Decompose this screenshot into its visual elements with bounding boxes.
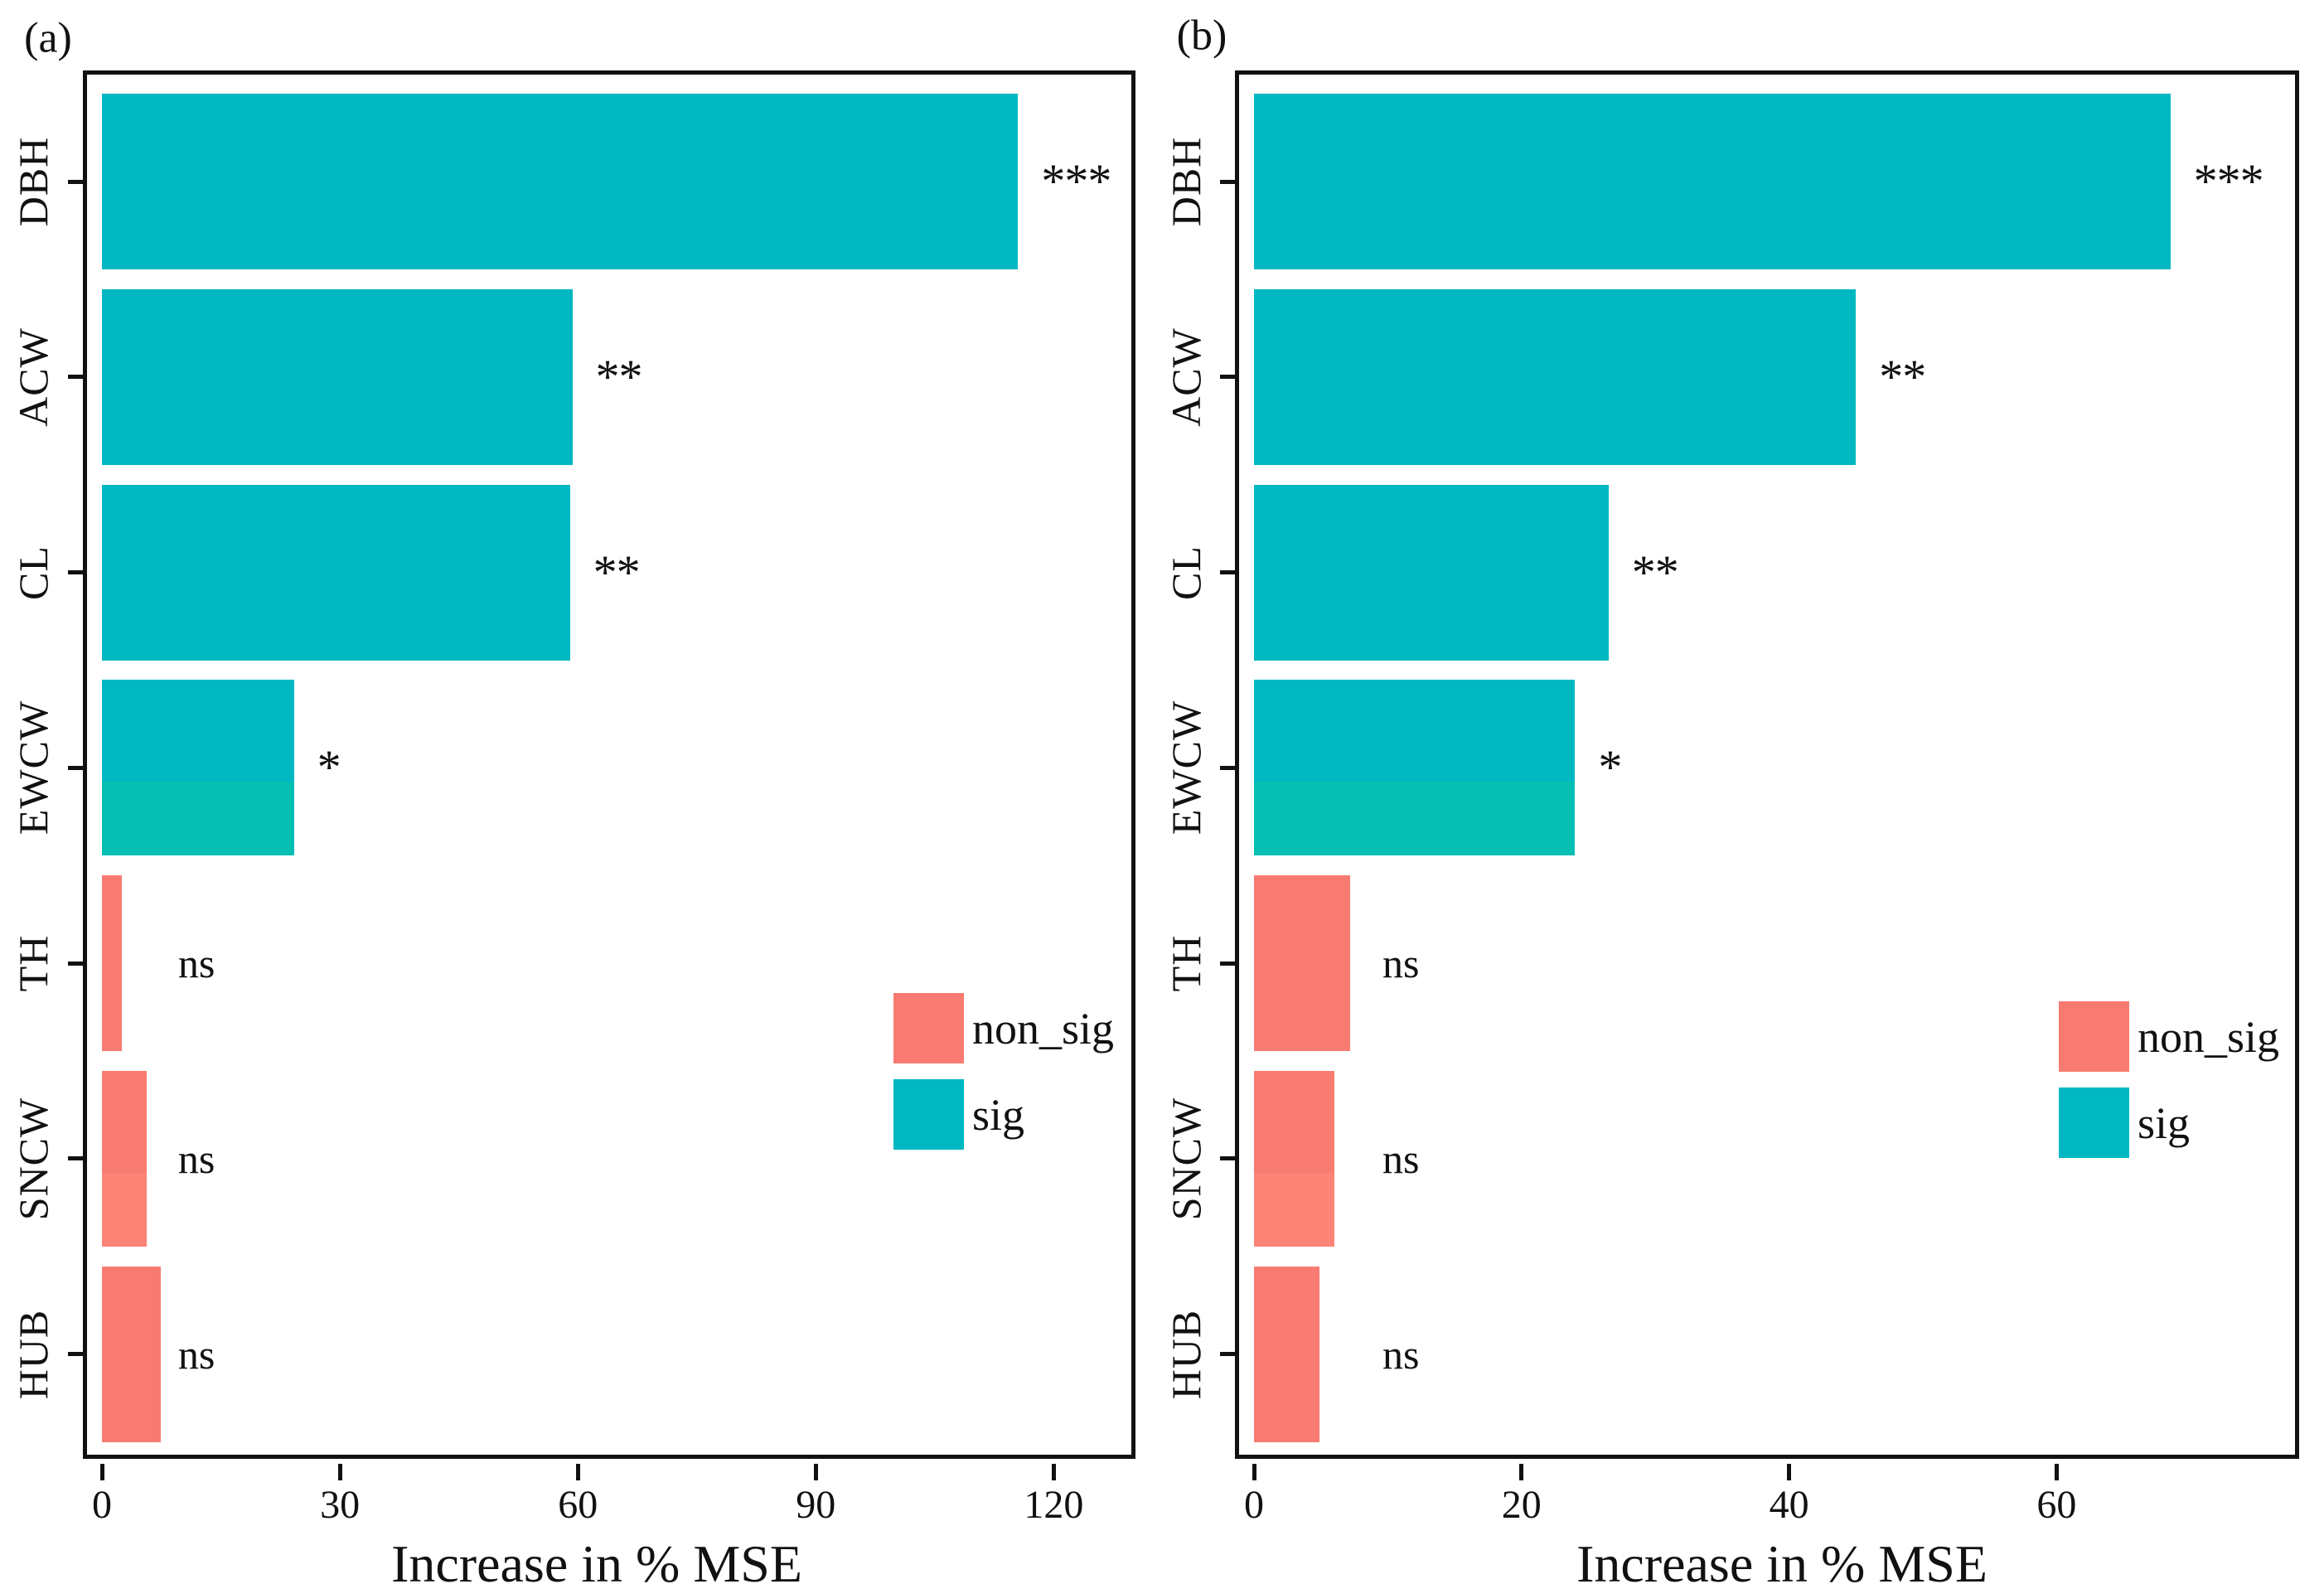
bar-ewcw: [102, 680, 294, 856]
x-tick: [99, 1464, 104, 1480]
x-tick: [337, 1464, 342, 1480]
significance-marker: ns: [1382, 1330, 1420, 1378]
significance-marker: **: [1879, 349, 1926, 404]
x-tick-label: 30: [320, 1483, 361, 1527]
x-tick: [2054, 1464, 2059, 1480]
significance-marker: ns: [177, 1135, 215, 1182]
y-axis-category-label: HUB: [10, 1309, 56, 1399]
y-axis-category-label: HUB: [1163, 1309, 1209, 1399]
legend-swatch-non_sig: [893, 993, 964, 1063]
y-tick: [68, 179, 83, 184]
x-tick-label: 40: [1769, 1483, 1809, 1527]
x-tick-label: 0: [1244, 1483, 1264, 1527]
bar-acw: [1254, 288, 1857, 465]
significance-marker: **: [1631, 545, 1679, 599]
x-tick: [575, 1464, 580, 1480]
x-tick-label: 0: [92, 1483, 112, 1527]
y-axis-category-label: CL: [10, 545, 56, 600]
significance-marker: ***: [1041, 154, 1111, 208]
y-tick: [68, 1352, 83, 1357]
legend-swatch-sig: [2059, 1087, 2129, 1158]
y-axis-category-label: SNCW: [1163, 1097, 1209, 1221]
y-tick: [68, 765, 83, 770]
panel-letter: (b): [1176, 12, 1227, 60]
bar-sncw: [1254, 1070, 1334, 1247]
significance-marker: **: [595, 349, 643, 404]
legend-label-non_sig: non_sig: [2138, 1011, 2280, 1062]
plot-border: [1235, 70, 2299, 1459]
y-axis-category-label: CL: [1163, 545, 1209, 600]
legend-label-non_sig: non_sig: [972, 1003, 1115, 1054]
bar-hub: [102, 1266, 161, 1442]
y-axis-category-label: TH: [10, 934, 56, 992]
x-tick: [1787, 1464, 1792, 1480]
plot-border: [83, 70, 1135, 1459]
bar-sncw: [102, 1070, 147, 1247]
significance-marker: ***: [2193, 154, 2264, 208]
legend-swatch-non_sig: [2059, 1001, 2129, 1072]
y-tick: [1220, 179, 1235, 184]
bar-cl: [1254, 484, 1609, 661]
y-axis-category-label: EWCW: [1163, 700, 1209, 836]
bar-ewcw: [1254, 680, 1576, 856]
x-tick-label: 60: [558, 1483, 598, 1527]
y-axis-category-label: DBH: [10, 136, 56, 227]
bar-th: [102, 875, 122, 1052]
significance-marker: ns: [1382, 1135, 1420, 1182]
panel-letter: (a): [24, 14, 72, 62]
x-tick-label: 120: [1024, 1483, 1084, 1527]
bar-dbh: [102, 94, 1019, 269]
y-axis-category-label: ACW: [10, 327, 56, 427]
significance-marker: **: [593, 545, 641, 599]
x-tick: [813, 1464, 818, 1480]
bar-acw: [102, 288, 573, 465]
x-tick-label: 20: [1501, 1483, 1542, 1527]
y-tick: [1220, 570, 1235, 575]
significance-marker: ns: [177, 1330, 215, 1378]
bar-th: [1254, 875, 1351, 1052]
legend-swatch-sig: [893, 1079, 964, 1150]
significance-marker: ns: [1382, 940, 1420, 987]
x-tick-label: 60: [2036, 1483, 2077, 1527]
x-tick: [1519, 1464, 1524, 1480]
y-tick: [68, 961, 83, 966]
bar-cl: [102, 484, 570, 661]
y-tick: [68, 375, 83, 380]
x-tick-label: 90: [796, 1483, 836, 1527]
y-tick: [1220, 1156, 1235, 1161]
legend-label-sig: sig: [2138, 1097, 2191, 1148]
x-axis-title: Increase in % MSE: [1576, 1534, 1988, 1584]
y-axis-category-label: EWCW: [10, 700, 56, 836]
x-tick: [1252, 1464, 1256, 1480]
y-axis-category-label: ACW: [1163, 327, 1209, 427]
y-axis-category-label: DBH: [1163, 136, 1209, 227]
x-tick: [1051, 1464, 1056, 1480]
y-tick: [68, 570, 83, 575]
bar-hub: [1254, 1266, 1320, 1442]
x-axis-title: Increase in % MSE: [391, 1534, 802, 1584]
significance-marker: *: [317, 740, 341, 795]
y-tick: [1220, 1352, 1235, 1357]
significance-marker: *: [1598, 740, 1622, 795]
y-tick: [1220, 961, 1235, 966]
y-tick: [68, 1156, 83, 1161]
y-axis-category-label: SNCW: [10, 1097, 56, 1221]
bar-dbh: [1254, 94, 2171, 269]
significance-marker: ns: [177, 940, 215, 987]
y-axis-category-label: TH: [1163, 934, 1209, 992]
y-tick: [1220, 765, 1235, 770]
y-tick: [1220, 375, 1235, 380]
legend-label-sig: sig: [972, 1089, 1025, 1140]
